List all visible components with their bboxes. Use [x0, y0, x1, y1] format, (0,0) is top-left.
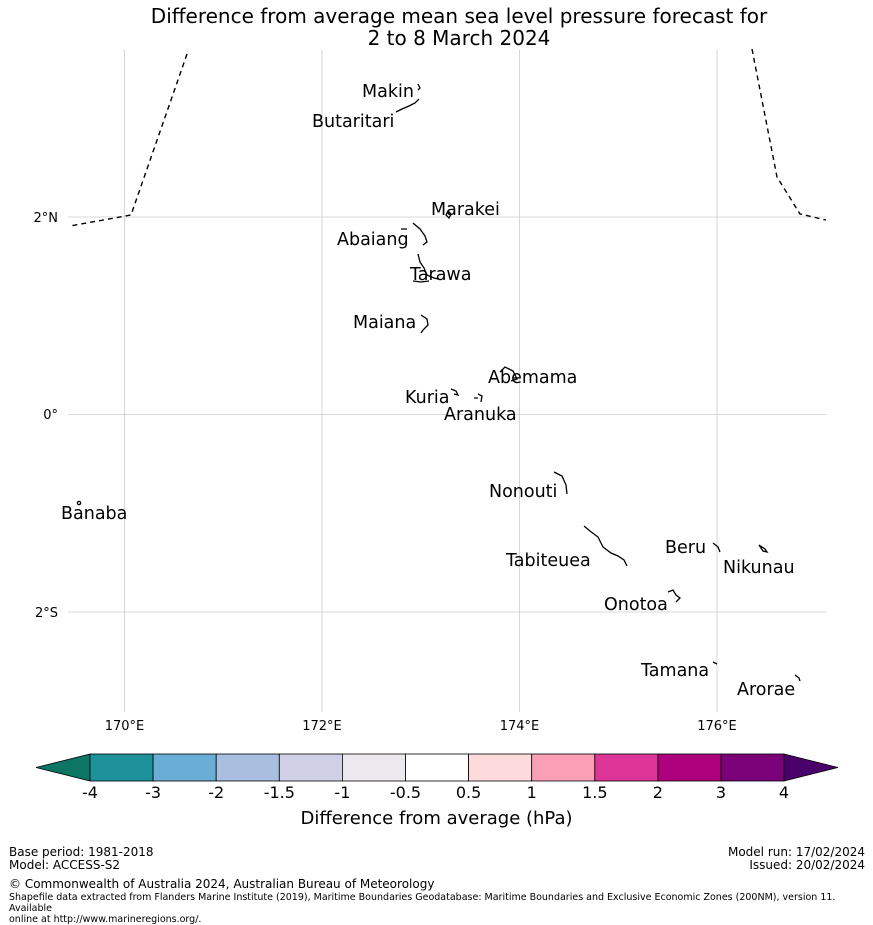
- colorbar-tick: 0.5: [456, 783, 481, 802]
- lat-label-2s: 2°S: [35, 606, 58, 621]
- place-label-tamana: Tamana: [640, 661, 709, 681]
- axis-labels: 170°E 172°E 174°E 176°E 2°N 0° 2°S: [34, 211, 737, 734]
- colorbar-tick: 1: [527, 783, 537, 802]
- colorbar-segment: [405, 753, 469, 782]
- place-label-onotoa: Onotoa: [604, 595, 668, 615]
- place-label-abaiang: Abaiang: [337, 230, 409, 250]
- lon-label-176e: 176°E: [697, 719, 737, 734]
- footer-right: Model run: 17/02/2024 Issued: 20/02/2024: [728, 846, 865, 872]
- place-label-tarawa: Tarawa: [409, 265, 471, 285]
- place-labels: Makin Butaritari Marakei Abaiang Tarawa …: [61, 82, 795, 700]
- shapefile-credit-line-2: online at http://www.marineregions.org/.: [9, 914, 202, 925]
- place-label-kuria: Kuria: [405, 388, 449, 408]
- colorbar-extend-high: [783, 753, 839, 782]
- island-outlines: [76, 83, 801, 682]
- colorbar-tick: -0.5: [390, 783, 421, 802]
- colorbar-segment: [341, 753, 406, 782]
- lon-label-170e: 170°E: [105, 719, 145, 734]
- place-label-maiana: Maiana: [353, 313, 416, 333]
- map-title: Difference from average mean sea level p…: [0, 5, 873, 49]
- island-abemama: [499, 366, 518, 382]
- colorbar-segment: [531, 753, 596, 782]
- colorbar-segment: [720, 753, 785, 782]
- colorbar-segment: [468, 753, 533, 782]
- colorbar-tick: -1: [334, 783, 350, 802]
- place-label-beru: Beru: [665, 538, 706, 558]
- colorbar-tick: 1.5: [582, 783, 607, 802]
- lat-label-0: 0°: [43, 408, 58, 423]
- model-run: Model run: 17/02/2024: [727, 845, 865, 859]
- island-makin: [417, 83, 421, 91]
- island-nonouti: [553, 471, 568, 495]
- lon-label-174e: 174°E: [500, 719, 540, 734]
- eez-boundaries: [69, 48, 827, 227]
- place-label-makin: Makin: [362, 82, 414, 102]
- lon-label-172e: 172°E: [302, 719, 342, 734]
- colorbar-segment: [278, 753, 343, 782]
- place-label-butaritari: Butaritari: [312, 112, 394, 132]
- title-line-2: 2 to 8 March 2024: [367, 26, 551, 50]
- colorbar-tick: -3: [145, 783, 161, 802]
- colorbar-segment: [657, 753, 722, 782]
- colorbar-extend-low: [35, 753, 91, 782]
- colorbar-segment: [594, 753, 659, 782]
- colorbar-segment: [215, 753, 280, 782]
- place-label-aranuka: Aranuka: [444, 405, 517, 425]
- colorbar-tick: -1.5: [264, 783, 295, 802]
- colorbar-label: Difference from average (hPa): [300, 808, 573, 829]
- island-nikunau: [758, 544, 769, 554]
- place-label-banaba: Banaba: [61, 504, 127, 524]
- colorbar-tick: -4: [82, 783, 98, 802]
- island-marakei: [445, 209, 452, 220]
- island-beru: [712, 542, 721, 553]
- colorbar-tick: -2: [208, 783, 224, 802]
- issued-date: Issued: 20/02/2024: [749, 858, 865, 872]
- island-tarawa: [412, 253, 439, 283]
- colorbar-tick: 4: [779, 783, 789, 802]
- footer-left: Base period: 1981-2018 Model: ACCESS-S2: [9, 846, 154, 872]
- gridlines: [68, 50, 826, 712]
- island-arorae: [794, 674, 801, 682]
- island-tabiteuea: [583, 525, 628, 567]
- colorbar-tick: 3: [716, 783, 726, 802]
- lat-label-2n: 2°N: [34, 211, 59, 226]
- title-line-1: Difference from average mean sea level p…: [150, 4, 768, 28]
- colorbar-ticks: -4 -3 -2 -1.5 -1 -0.5 0.5 1 1.5 2 3 4: [82, 783, 789, 802]
- copyright: © Commonwealth of Australia 2024, Austra…: [9, 877, 435, 891]
- place-label-abemama: Abemama: [488, 368, 577, 388]
- colorbar-segment: [152, 753, 217, 782]
- place-label-nikunau: Nikunau: [723, 558, 795, 578]
- shapefile-credit-line-1: Shapefile data extracted from Flanders M…: [9, 892, 836, 914]
- base-period: Base period: 1981-2018: [9, 845, 154, 859]
- island-maiana: [420, 314, 429, 334]
- place-label-arorae: Arorae: [737, 680, 795, 700]
- island-banaba: [76, 500, 82, 506]
- eez-boundary-east: [751, 48, 827, 221]
- island-onotoa: [667, 589, 681, 603]
- place-label-marakei: Marakei: [431, 200, 500, 220]
- colorbar: [35, 753, 839, 782]
- place-label-tabiteuea: Tabiteuea: [505, 551, 591, 571]
- colorbar-tick: 2: [653, 783, 663, 802]
- island-abaiang: [401, 222, 428, 246]
- place-label-nonouti: Nonouti: [489, 482, 557, 502]
- island-butaritari: [395, 98, 420, 113]
- colorbar-segment: [89, 753, 154, 782]
- eez-boundary-west: [69, 53, 188, 227]
- shapefile-credit: Shapefile data extracted from Flanders M…: [9, 892, 869, 925]
- island-tamana: [712, 661, 718, 665]
- island-kuria: [450, 388, 483, 403]
- model-name: Model: ACCESS-S2: [9, 858, 121, 872]
